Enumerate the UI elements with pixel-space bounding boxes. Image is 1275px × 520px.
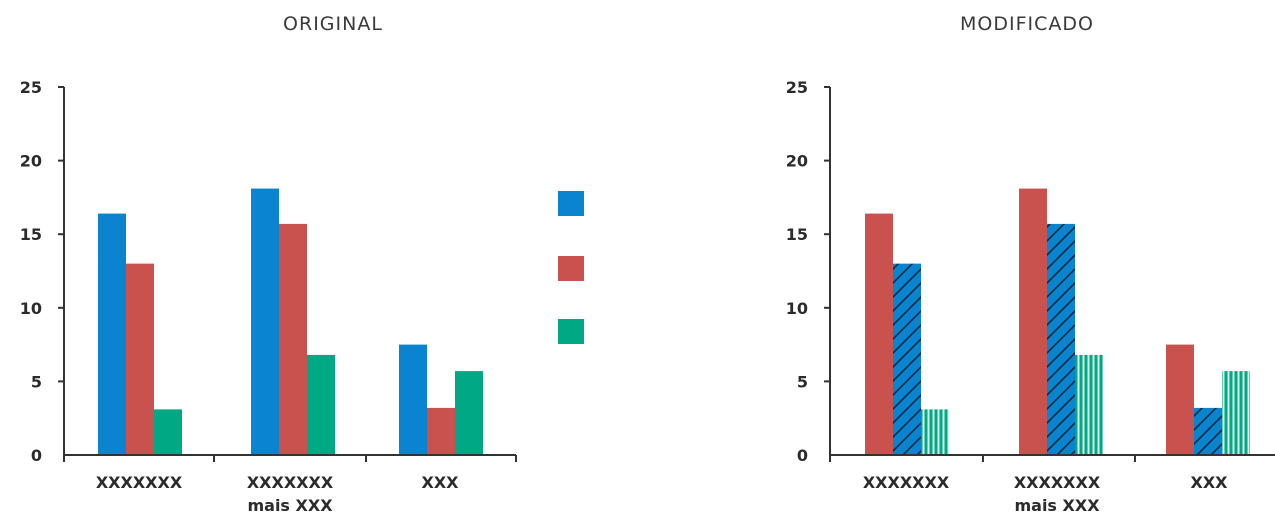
bar bbox=[1075, 354, 1103, 455]
chart-original: ORIGINAL 0 5 10 15 20 25 XXXXXXX XXXXXXX… bbox=[20, 13, 584, 515]
y-tick-label: 15 bbox=[786, 225, 808, 244]
bar bbox=[251, 188, 279, 455]
x-category-label: XXXXXXX bbox=[1014, 473, 1101, 492]
legend-swatch bbox=[558, 319, 584, 344]
y-tick-label: 20 bbox=[786, 152, 808, 171]
x-category-label: XXXXXXX bbox=[247, 473, 334, 492]
bars-original bbox=[98, 188, 483, 455]
bar bbox=[307, 354, 335, 455]
x-axis-modificado: XXXXXXX XXXXXXX mais XXX XXX bbox=[829, 454, 1275, 515]
legend-original bbox=[558, 191, 584, 344]
y-tick-label: 20 bbox=[20, 152, 42, 171]
x-category-label: mais XXX bbox=[247, 496, 333, 515]
bar bbox=[893, 263, 921, 455]
y-tick-label: 25 bbox=[20, 78, 42, 97]
x-category-label: XXX bbox=[421, 473, 459, 492]
y-axis-original: 0 5 10 15 20 25 bbox=[20, 78, 65, 465]
bar bbox=[1194, 407, 1222, 455]
bar bbox=[921, 409, 949, 455]
chart-title-modificado: MODIFICADO bbox=[960, 13, 1094, 35]
y-tick-label: 10 bbox=[786, 299, 808, 318]
bar bbox=[427, 407, 455, 455]
x-category-label: XXX bbox=[1190, 473, 1228, 492]
bar bbox=[455, 371, 483, 455]
y-tick-label: 5 bbox=[31, 372, 42, 391]
y-tick-label: 15 bbox=[20, 225, 42, 244]
chart-title-original: ORIGINAL bbox=[283, 13, 383, 35]
x-category-label: XXXXXXX bbox=[863, 473, 950, 492]
x-category-label: XXXXXXX bbox=[96, 473, 183, 492]
y-tick-label: 25 bbox=[786, 78, 808, 97]
bar bbox=[154, 409, 182, 455]
x-axis-original: XXXXXXX XXXXXXX mais XXX XXX bbox=[63, 454, 517, 515]
bar bbox=[1047, 223, 1075, 455]
y-tick-label: 5 bbox=[797, 372, 808, 391]
x-category-label: mais XXX bbox=[1014, 496, 1100, 515]
bar bbox=[1019, 188, 1047, 455]
bar bbox=[399, 344, 427, 455]
y-tick-label: 0 bbox=[797, 446, 808, 465]
legend-swatch bbox=[558, 191, 584, 216]
bar bbox=[279, 223, 307, 455]
y-tick-label: 0 bbox=[31, 446, 42, 465]
y-axis-modificado: 0 5 10 15 20 25 bbox=[786, 78, 831, 465]
bar bbox=[865, 213, 893, 455]
chart-modificado: MODIFICADO 0 5 10 15 20 25 XXXXXXX XXXXX… bbox=[786, 13, 1275, 515]
legend-swatch bbox=[558, 256, 584, 281]
bars-modificado bbox=[865, 188, 1250, 455]
bar bbox=[1166, 344, 1194, 455]
y-tick-label: 10 bbox=[20, 299, 42, 318]
bar bbox=[98, 213, 126, 455]
bar bbox=[1222, 371, 1250, 455]
bar bbox=[126, 263, 154, 455]
